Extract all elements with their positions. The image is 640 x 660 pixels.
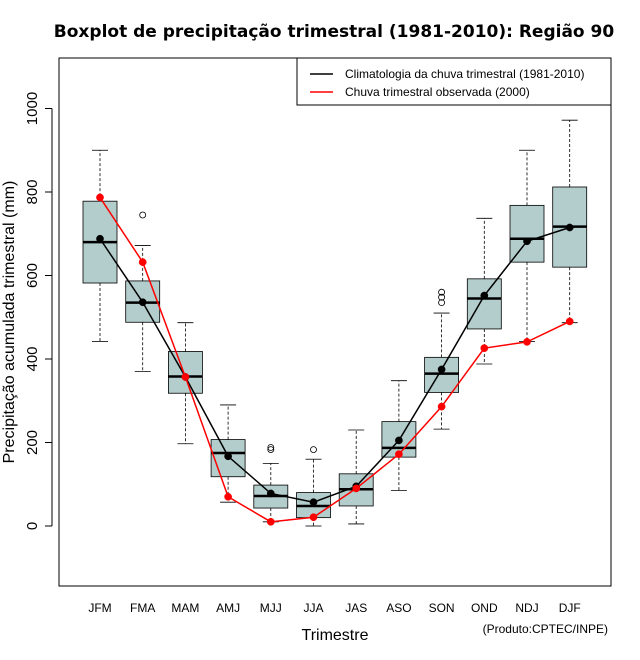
x-tick-label: JAS — [345, 601, 367, 615]
series-point — [523, 338, 531, 346]
x-tick-label: NDJ — [515, 601, 538, 615]
x-axis: JFM FMA MAM AMJ MJJ JJA JAS ASO SON OND NDJ DJF — [88, 601, 580, 615]
box-jas — [338, 429, 374, 525]
series-climatology — [96, 223, 574, 507]
x-tick-label: OND — [471, 601, 498, 615]
y-axis-label: Precipitação acumulada trimestral (mm) — [1, 181, 18, 464]
box-jja — [296, 446, 331, 527]
box-aso — [381, 380, 417, 491]
y-tick-label: 600 — [24, 263, 41, 288]
outlier-point — [438, 299, 446, 307]
x-tick-label: DJF — [559, 601, 581, 615]
series-point — [437, 402, 446, 411]
legend-label-climatology: Climatologia da chuva trimestral (1981-2… — [345, 67, 584, 81]
series-point — [266, 489, 275, 498]
y-tick-label: 800 — [24, 179, 41, 204]
series-point — [565, 317, 574, 326]
series-point — [96, 193, 104, 202]
y-axis: 0 200 400 600 800 1000 — [24, 92, 53, 530]
outlier-point — [438, 293, 446, 301]
outlier-point — [267, 446, 275, 453]
y-tick-label: 400 — [24, 346, 41, 371]
box-jfm — [82, 149, 118, 342]
series-observed — [96, 193, 574, 526]
box-ond — [466, 217, 502, 365]
y-tick-label: 0 — [24, 522, 41, 530]
box-iqr — [167, 351, 203, 394]
x-tick-label: ASO — [386, 601, 411, 615]
box-iqr — [466, 278, 502, 330]
series-point — [480, 291, 489, 300]
series-point — [395, 450, 403, 459]
outlier-point — [267, 444, 275, 451]
x-axis-label: Trimestre — [302, 627, 369, 644]
series-point — [395, 436, 403, 445]
y-tick-label: 200 — [24, 430, 41, 455]
series-point — [224, 452, 232, 461]
plot-area — [82, 119, 588, 527]
credit-text: (Produto:CPTEC/INPE) — [483, 622, 608, 636]
box-ndj — [509, 149, 545, 342]
box-iqr — [509, 204, 545, 263]
y-tick-label: 1000 — [24, 92, 41, 125]
series-line — [99, 197, 571, 523]
series-point — [437, 365, 446, 374]
legend-box — [296, 57, 612, 106]
x-tick-label: MJJ — [260, 601, 282, 615]
series-point — [138, 258, 147, 266]
box-fma — [125, 211, 161, 372]
outlier-point — [438, 288, 446, 296]
series-point — [309, 498, 318, 507]
box-son — [424, 288, 460, 430]
x-tick-label: MAM — [171, 601, 199, 615]
x-tick-label: FMA — [130, 601, 155, 615]
x-tick-label: SON — [429, 601, 455, 615]
x-tick-label: AMJ — [216, 601, 240, 615]
legend-label-observed: Chuva trimestral observada (2000) — [345, 85, 530, 99]
series-point — [565, 223, 574, 232]
chart-title: Boxplot de precipitação trimestral (1981… — [54, 22, 615, 42]
series-point — [480, 344, 489, 352]
series-line — [99, 226, 570, 503]
series-point — [523, 237, 531, 246]
series-point — [224, 492, 232, 501]
series-point — [309, 513, 318, 522]
series-point — [96, 234, 104, 243]
box-mam — [167, 322, 203, 445]
box-iqr — [424, 356, 460, 393]
series-point — [138, 298, 147, 307]
box-djf — [552, 119, 588, 324]
x-tick-label: JFM — [88, 601, 111, 615]
outlier-point — [139, 211, 147, 219]
outlier-point — [310, 446, 317, 453]
series-point — [266, 517, 275, 526]
x-tick-label: JJA — [303, 601, 323, 615]
series-point — [352, 484, 361, 493]
series-point — [181, 373, 190, 381]
legend: Climatologia da chuva trimestral (1981-2… — [296, 57, 612, 106]
